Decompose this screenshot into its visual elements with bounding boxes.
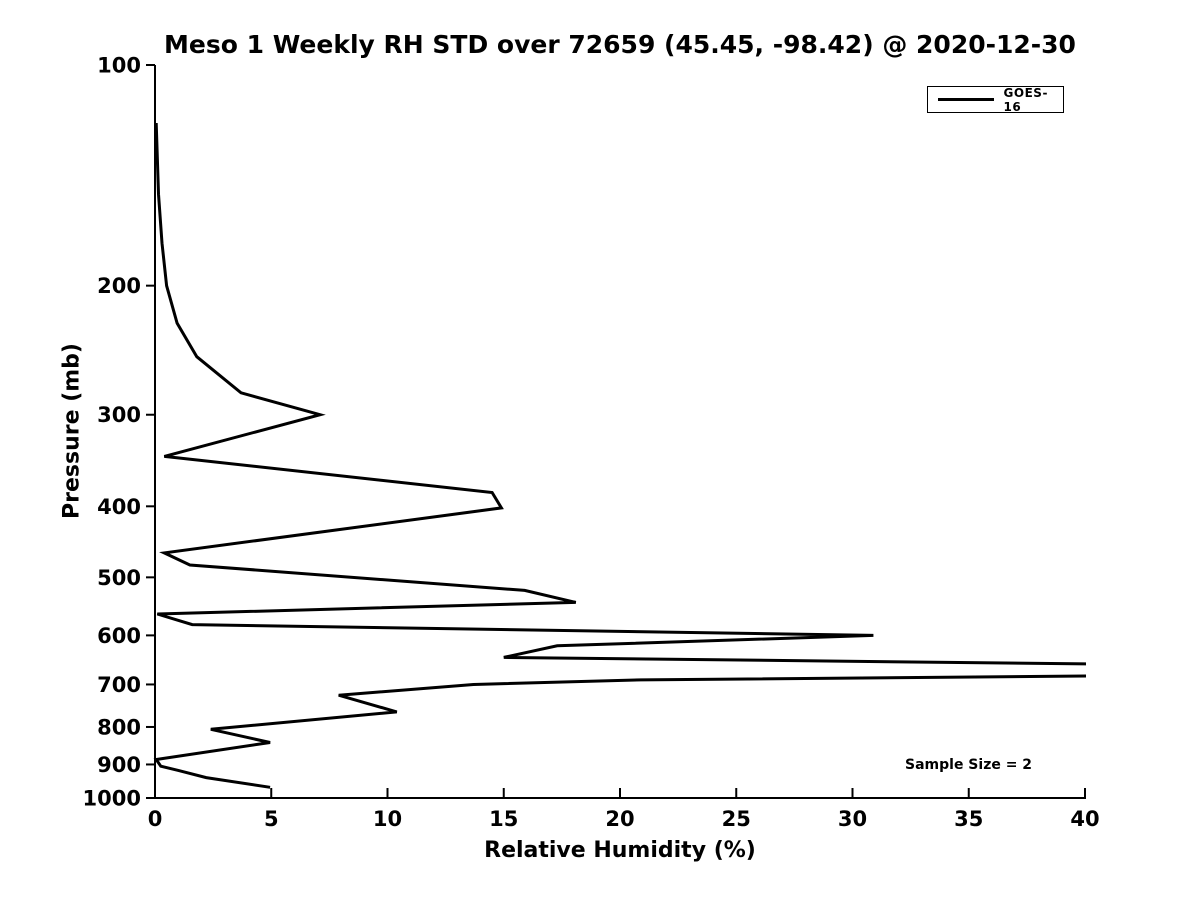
y-tick-label: 300 [97,403,141,427]
y-tick-label: 700 [97,673,141,697]
y-tick-label: 900 [97,753,141,777]
x-tick-label: 10 [373,807,402,831]
y-tick-label: 400 [97,495,141,519]
x-tick-label: 30 [838,807,867,831]
data-line-goes-16 [153,122,1086,789]
y-axis-title: Pressure (mb) [59,343,85,519]
x-tick-label: 5 [264,807,279,831]
x-axis-title: Relative Humidity (%) [484,838,756,863]
y-tick-label: 500 [97,566,141,590]
sample-size-annotation: Sample Size = 2 [905,757,1033,773]
x-tick-label: 35 [954,807,983,831]
x-tick-label: 20 [605,807,634,831]
y-tick-label: 200 [97,274,141,298]
chart-title: Meso 1 Weekly RH STD over 72659 (45.45, … [164,30,1076,59]
y-tick-label: 800 [97,715,141,739]
x-tick-label: 0 [148,807,163,831]
y-tick-label: 600 [97,624,141,648]
legend-label: GOES-16 [1003,85,1048,114]
y-tick-label: 1000 [83,787,141,811]
legend-line-sample [938,98,994,101]
x-tick-label: 40 [1070,807,1099,831]
legend: GOES-16 [927,85,1064,114]
x-tick-label: 25 [722,807,751,831]
y-tick-label: 100 [97,54,141,78]
x-tick-label: 15 [489,807,518,831]
